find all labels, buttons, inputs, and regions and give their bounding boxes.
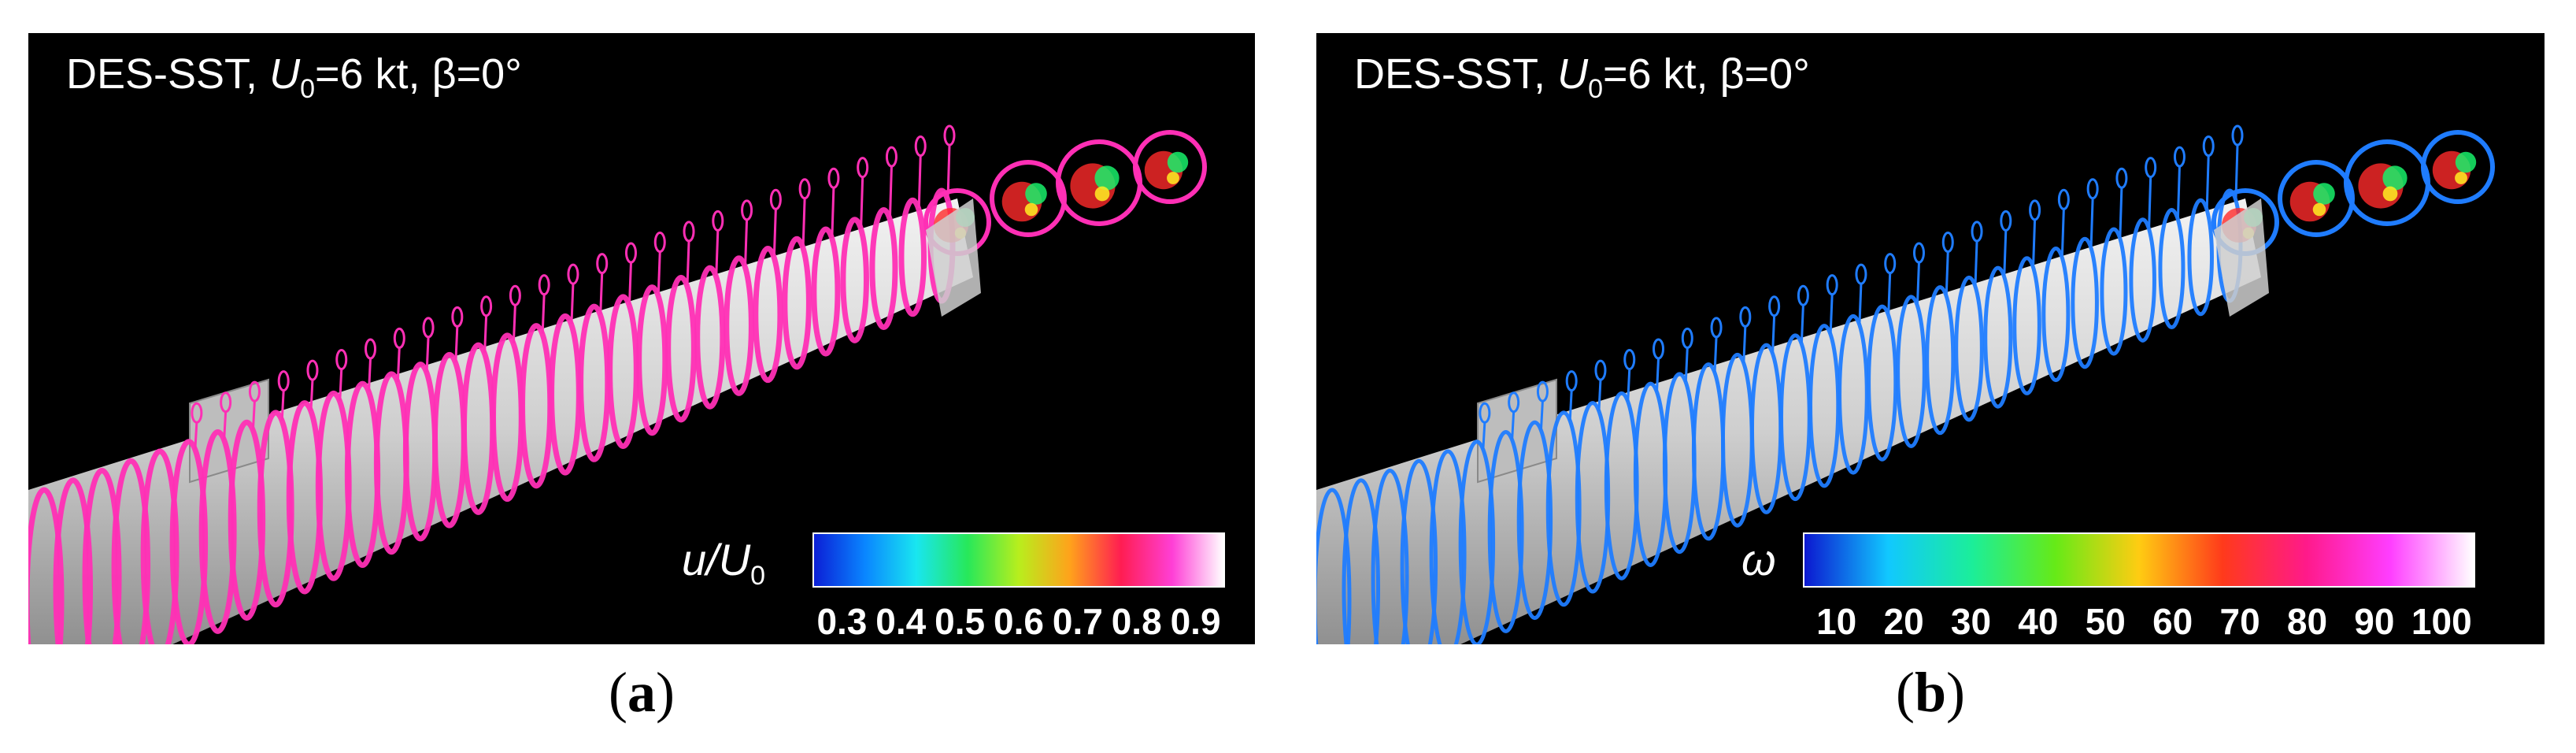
colorbar-a-label: u/U0: [682, 535, 766, 591]
colorbar-a-tick: 0.6: [994, 601, 1044, 642]
caption-b: (b): [1895, 661, 1966, 724]
panel-b-title: DES-SST, U0=6 kt, β=0°: [1354, 50, 1810, 104]
colorbar-a: [812, 532, 1225, 588]
colorbar-a-tick: 0.4: [875, 601, 927, 642]
colorbar-b: [1803, 532, 2475, 588]
panel-a-title: DES-SST, U0=6 kt, β=0°: [66, 50, 522, 104]
colorbar-b-tick: 70: [2219, 601, 2260, 642]
caption-a: (a): [609, 661, 675, 724]
colorbar-b-tick: 40: [2018, 601, 2059, 642]
colorbar-a-tick: 0.7: [1052, 601, 1103, 642]
hull: [1316, 198, 2261, 644]
colorbar-b-tick: 20: [1883, 601, 1924, 642]
panel-b: DES-SST, U0=6 kt, β=0° ω 10 20 30 40 50 60 70 8…: [1316, 33, 2545, 644]
flow-visualization-b: [1316, 124, 2495, 644]
colorbar-b-tick: 80: [2286, 601, 2328, 642]
flow-visualization-a: [28, 124, 1207, 644]
colorbar-b-tick: 60: [2152, 601, 2193, 642]
colorbar-b-ticks: 10 20 30 40 50 60 70 80 90 100: [1803, 600, 2475, 644]
colorbar-b-tick: 100: [2411, 601, 2472, 642]
colorbar-b-label: ω: [1741, 535, 1776, 584]
colorbar-a-tick: 0.8: [1111, 601, 1162, 642]
colorbar-b-tick: 30: [1950, 601, 1992, 642]
colorbar-a-ticks: 0.3 0.4 0.5 0.6 0.7 0.8 0.9: [812, 600, 1225, 644]
panel-a: DES-SST, U0=6 kt, β=0° u/U0 0.3 0.4 0.5 0.6…: [28, 33, 1255, 644]
colorbar-b-tick: 90: [2354, 601, 2395, 642]
colorbar-b-tick: 10: [1816, 601, 1857, 642]
colorbar-b-tick: 50: [2085, 601, 2126, 642]
colorbar-a-tick: 0.9: [1170, 601, 1221, 642]
colorbar-a-tick: 0.5: [935, 601, 986, 642]
colorbar-a-tick: 0.3: [816, 601, 868, 642]
